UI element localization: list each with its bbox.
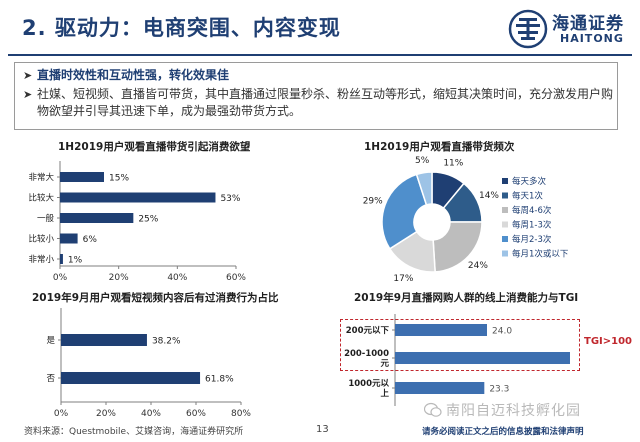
slice-value-label: 17% — [393, 274, 413, 284]
x-tick-label: 40% — [167, 273, 187, 283]
bar — [60, 192, 216, 203]
tgi-highlight-box — [340, 319, 580, 371]
bar — [60, 233, 78, 244]
category-label: 200-1000 元 — [344, 349, 389, 369]
header: 2. 驱动力：电商突围、内容变现 海通证券 HAITONG — [0, 0, 640, 58]
chart-consumption-desire: 0% 20% 40% 60% 非常大 15% 比较大 53% 一般 25% 比较小 6% 非常小 1% — [28, 161, 246, 283]
key-points-box: ➤ 直播时效性和互动性强，转化效果佳 ➤ 社媒、短视频、直播皆可带货，其中直播通… — [14, 62, 618, 130]
value-label: 38.2% — [152, 337, 181, 347]
value-label: 15% — [109, 174, 129, 184]
logo-chinese-name: 海通证券 — [552, 14, 624, 34]
bar — [395, 324, 487, 336]
bar — [60, 254, 63, 264]
bar — [395, 382, 485, 394]
header-divider — [8, 54, 632, 56]
chart-viewing-frequency: 11% 14% 24% 17% 29% 5% 每天多次每天1次每周4-6次每周1-3次每月2… — [363, 156, 569, 284]
category-label: 是 — [46, 336, 55, 346]
value-label: 53% — [220, 194, 240, 204]
value-label: 1% — [68, 256, 83, 266]
legend-label: 每天多次 — [512, 176, 547, 187]
x-tick-label: 0% — [54, 409, 69, 419]
category-label: 比较小 — [28, 234, 54, 245]
logo-english-name: HAITONG — [560, 32, 624, 45]
slice-value-label: 24% — [468, 261, 488, 271]
pie-slice — [432, 221, 483, 273]
x-tick-label: 0% — [53, 273, 68, 283]
slice-value-label: 5% — [415, 156, 430, 166]
chart-title-desire: 1H2019用户观看直播带货引起消费欲望 — [58, 141, 251, 153]
category-label: 否 — [46, 374, 55, 384]
legend-swatch — [502, 236, 508, 242]
haitong-logo: 海通证券 HAITONG — [508, 8, 630, 50]
page-title: 2. 驱动力：电商突围、内容变现 — [22, 16, 341, 40]
legend-label: 每周1-3次 — [512, 220, 552, 231]
x-tick-label: 20% — [96, 409, 116, 419]
page-number: 13 — [316, 424, 329, 435]
value-label: 23.3 — [489, 385, 509, 395]
value-label: 6% — [83, 235, 98, 245]
watermark-text: 南阳自迈科技孵化园 — [446, 403, 581, 419]
value-label: 24.0 — [492, 327, 512, 337]
bar — [60, 172, 104, 182]
source-note: 资料来源：Questmobile、艾媒咨询，海通证券研究所 — [24, 427, 244, 437]
bullet-point: ➤ 社媒、短视频、直播皆可带货，其中直播通过限量秒杀、粉丝互动等形式，缩短其决策… — [23, 86, 613, 126]
category-label: 一般 — [37, 213, 55, 224]
category-label: 非常大 — [28, 172, 54, 183]
chart-short-video-purchase: 0% 20% 40% 60% 80% 是 38.2% 否 61.8% — [46, 308, 251, 419]
wechat-icon — [424, 402, 442, 417]
slice-value-label: 29% — [363, 197, 383, 207]
legend-label: 每周4-6次 — [512, 205, 552, 216]
pie-slice — [381, 173, 428, 250]
legend-swatch — [502, 221, 508, 228]
legend-label: 每月1次或以下 — [512, 249, 569, 260]
x-tick-label: 20% — [109, 273, 129, 283]
bullet-text-detail: 社媒、短视频、直播皆可带货，其中直播通过限量秒杀、粉丝互动等形式，缩短其决策时间… — [37, 87, 614, 118]
bar — [61, 334, 147, 346]
bar — [61, 372, 201, 384]
category-label: 比较大 — [28, 193, 54, 204]
category-label: 200元以下 — [346, 326, 390, 336]
value-label: 25% — [138, 215, 158, 225]
legend-swatch — [502, 207, 508, 213]
legend-label: 每月2-3次 — [512, 234, 552, 245]
slice-value-label: 14% — [479, 191, 499, 201]
bullet-chevron-icon: ➤ — [23, 69, 33, 82]
bar — [60, 213, 134, 223]
tgi-label: TGI>100 — [584, 336, 633, 347]
bar — [395, 352, 570, 364]
legend-label: 每天1次 — [512, 191, 543, 202]
legend-swatch — [502, 250, 508, 257]
bullet-chevron-icon: ➤ — [23, 88, 33, 101]
legend-swatch — [502, 178, 508, 184]
chart-title-frequency: 1H2019用户观看直播带货频次 — [364, 141, 515, 153]
legend-swatch — [502, 192, 508, 199]
x-tick-label: 40% — [141, 409, 161, 419]
slice-value-label: 11% — [443, 159, 463, 169]
chart-title-tgi: 2019年9月直播网购人群的线上消费能力与TGI — [354, 292, 579, 304]
haitong-emblem-icon — [508, 9, 548, 49]
disclaimer: 请务必阅读正文之后的信息披露和法律声明 — [422, 427, 584, 437]
category-label: 1000元以上 — [348, 379, 389, 399]
x-tick-label: 80% — [231, 409, 251, 419]
bullet-text-headline: 直播时效性和互动性强，转化效果佳 — [37, 68, 230, 82]
x-tick-label: 60% — [226, 273, 246, 283]
pie-slice — [415, 171, 433, 206]
chart-title-short-video: 2019年9月用户观看短视频内容后有过消费行为占比 — [32, 292, 279, 304]
value-label: 61.8% — [205, 375, 234, 385]
category-label: 非常小 — [28, 254, 54, 265]
x-tick-label: 60% — [186, 409, 206, 419]
